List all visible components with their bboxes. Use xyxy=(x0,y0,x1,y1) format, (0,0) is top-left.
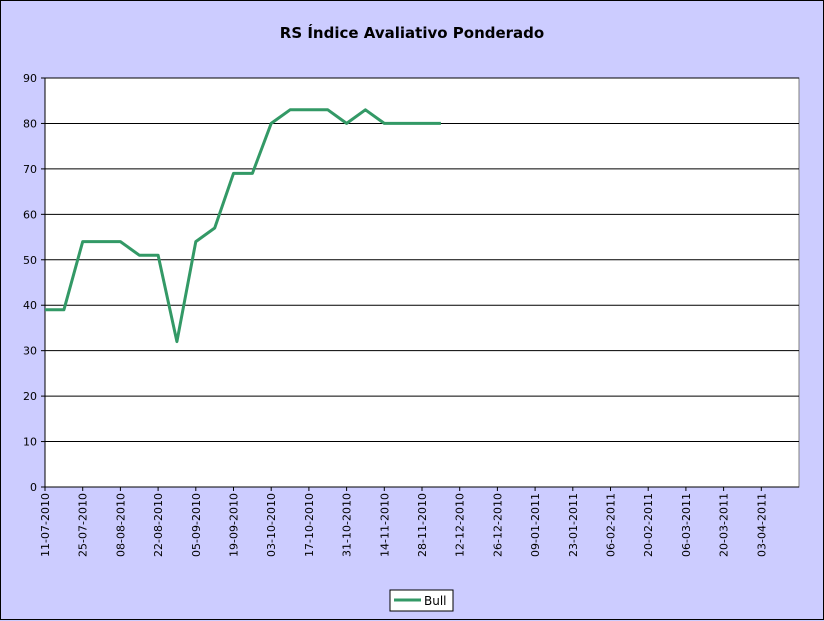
x-tick-label: 31-10-2010 xyxy=(341,493,354,557)
y-axis: 0 10 20 30 40 50 60 70 80 90 xyxy=(23,72,46,494)
chart-title: RS Índice Avaliativo Ponderado xyxy=(280,23,544,42)
x-tick-label: 03-04-2011 xyxy=(755,493,768,557)
x-tick-label: 14-11-2010 xyxy=(378,493,391,557)
x-tick-label: 23-01-2011 xyxy=(567,493,580,557)
x-tick-label: 20-02-2011 xyxy=(642,493,655,557)
x-tick-label: 03-10-2010 xyxy=(265,493,278,557)
x-tick-label: 06-03-2011 xyxy=(680,493,693,557)
legend-label-bull: Bull xyxy=(424,594,447,608)
legend: Bull xyxy=(389,589,454,612)
series-line-bull xyxy=(45,108,441,344)
x-tick-label: 26-12-2010 xyxy=(491,493,504,557)
x-tick-label: 17-10-2010 xyxy=(303,493,316,557)
y-tick-label: 80 xyxy=(23,117,37,130)
y-tick-label: 60 xyxy=(23,208,37,221)
y-tick-label: 0 xyxy=(30,481,37,494)
x-tick-label: 22-08-2010 xyxy=(152,493,165,557)
x-tick-label: 08-08-2010 xyxy=(114,493,127,557)
x-tick-label: 12-12-2010 xyxy=(454,493,467,557)
x-tick-label: 20-03-2011 xyxy=(718,493,731,557)
legend-box xyxy=(389,589,454,612)
x-tick-label: 06-02-2011 xyxy=(605,493,618,557)
y-tick-label: 30 xyxy=(23,345,37,358)
y-tick-label: 10 xyxy=(23,436,37,449)
x-tick-label: 09-01-2011 xyxy=(529,493,542,557)
series-layer xyxy=(45,108,441,344)
y-tick-label: 90 xyxy=(23,72,37,85)
y-tick-label: 70 xyxy=(23,163,37,176)
y-tick-label: 50 xyxy=(23,254,37,267)
plot-area xyxy=(44,77,800,488)
x-tick-label: 05-09-2010 xyxy=(190,493,203,557)
y-tick-label: 40 xyxy=(23,299,37,312)
x-tick-label: 19-09-2010 xyxy=(228,493,241,557)
x-tick-label: 28-11-2010 xyxy=(416,493,429,557)
x-axis: 11-07-2010 25-07-2010 08-08-2010 22-08-2010… xyxy=(39,486,799,557)
y-tick-label: 20 xyxy=(23,390,37,403)
gridlines xyxy=(45,77,799,443)
x-tick-label: 11-07-2010 xyxy=(39,493,52,557)
x-tick-label: 25-07-2010 xyxy=(77,493,90,557)
